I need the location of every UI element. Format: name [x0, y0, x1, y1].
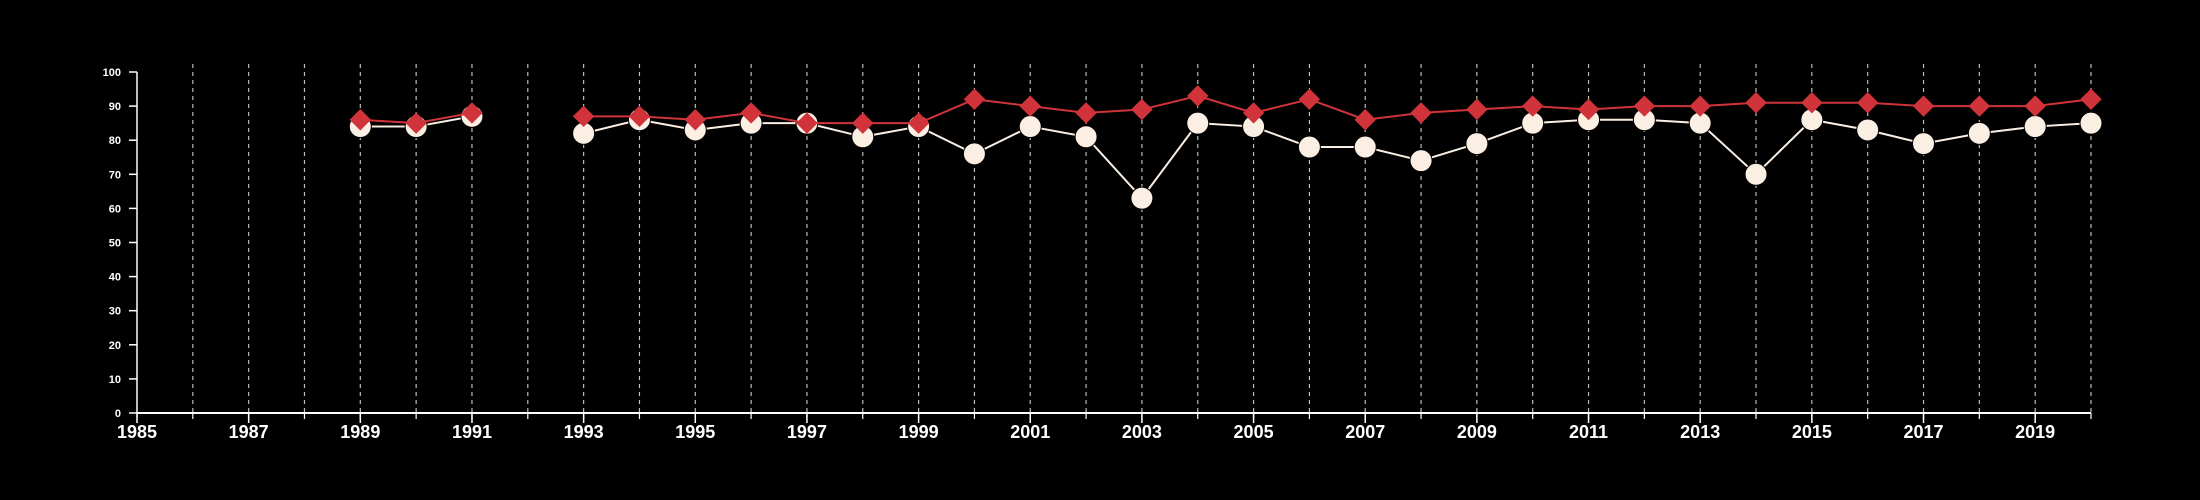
diamond-point: [852, 112, 874, 134]
diamond-point: [1633, 95, 1656, 117]
diamond-point: [1187, 85, 1209, 107]
diamond-point: [349, 109, 372, 131]
circle-point: [1297, 135, 1321, 159]
y-tick-label: 80: [109, 135, 121, 147]
x-tick-label: 1999: [899, 422, 939, 442]
diamond-point: [1745, 91, 1767, 114]
circle-point: [2079, 111, 2103, 135]
diamond-point: [1968, 95, 1991, 117]
circle-point: [1074, 125, 1098, 149]
y-tick-label: 40: [109, 272, 121, 284]
y-tick-label: 60: [109, 203, 121, 215]
diamond-point: [1466, 98, 1488, 121]
x-tick-label: 2017: [1903, 422, 1943, 442]
diamond-point: [1801, 91, 1823, 114]
diamond-point: [2024, 95, 2046, 117]
circle-point: [1856, 118, 1880, 142]
circle-point: [1130, 186, 1154, 210]
y-tick-label: 30: [109, 306, 121, 318]
y-tick-label: 90: [109, 101, 121, 113]
diamond-point: [907, 112, 930, 134]
diamond-series-line: [583, 94, 2092, 125]
circle-point: [1353, 135, 1377, 159]
x-tick-label: 1995: [675, 422, 715, 442]
diamond-point: [1577, 98, 1600, 121]
diamond-point: [1522, 95, 1544, 117]
y-tick-label: 50: [109, 238, 121, 250]
circle-point: [1465, 132, 1489, 156]
y-tick-label: 70: [109, 169, 121, 181]
diamond-point: [1019, 95, 1041, 117]
y-tick-label: 20: [109, 340, 121, 352]
circle-point: [1186, 111, 1210, 135]
diamond-point: [1075, 102, 1097, 124]
x-tick-label: 2015: [1792, 422, 1832, 442]
x-tick-label: 2005: [1234, 422, 1274, 442]
circle-point: [1744, 162, 1768, 186]
x-tick-label: 2007: [1345, 422, 1385, 442]
x-tick-label: 2009: [1457, 422, 1497, 442]
x-tick-label: 1991: [452, 422, 492, 442]
diamond-point: [684, 109, 706, 131]
circle-point: [1409, 149, 1433, 173]
diamond-point: [461, 102, 483, 124]
series-layer: [348, 85, 2103, 210]
diamond-point: [963, 88, 986, 110]
diamond-point: [796, 112, 818, 134]
x-tick-label: 1985: [117, 422, 157, 442]
x-tick-label: 2013: [1680, 422, 1720, 442]
y-tick-label: 0: [115, 408, 121, 420]
y-tick-label: 10: [109, 374, 121, 386]
diamond-point: [740, 102, 762, 124]
diamond-point: [1131, 98, 1153, 121]
diamond-point: [628, 105, 651, 128]
circle-point: [962, 142, 986, 166]
x-tick-label: 1989: [340, 422, 380, 442]
diamond-point: [1354, 109, 1376, 131]
diamond-point: [1856, 91, 1879, 114]
diamond-point: [1689, 95, 1711, 117]
x-tick-label: 1987: [229, 422, 269, 442]
diamond-point: [572, 105, 595, 128]
x-tick-label: 2019: [2015, 422, 2055, 442]
diamond-point: [2080, 88, 2102, 110]
x-tick-label: 1993: [564, 422, 604, 442]
x-tick-label: 1997: [787, 422, 827, 442]
diamond-point: [1242, 102, 1265, 124]
circle-series-line: [583, 118, 2092, 200]
x-tick-label: 2003: [1122, 422, 1162, 442]
x-tick-label: 2011: [1569, 422, 1608, 442]
circle-point: [1018, 115, 1042, 139]
diamond-point: [1298, 88, 1321, 110]
axes: 0 10 20 30 40 50 60 70 80 90 100 1985 1987 1989 1991 19…: [103, 67, 2092, 442]
circle-point: [2023, 115, 2047, 139]
y-tick-label: 100: [103, 67, 121, 79]
circle-point: [1912, 132, 1936, 156]
x-tick-label: 2001: [1010, 422, 1050, 442]
diamond-series: [349, 85, 2102, 134]
diamond-point: [1410, 102, 1432, 124]
circle-point: [1967, 121, 1991, 145]
diamond-point: [405, 112, 427, 134]
diamond-point: [1912, 95, 1935, 117]
